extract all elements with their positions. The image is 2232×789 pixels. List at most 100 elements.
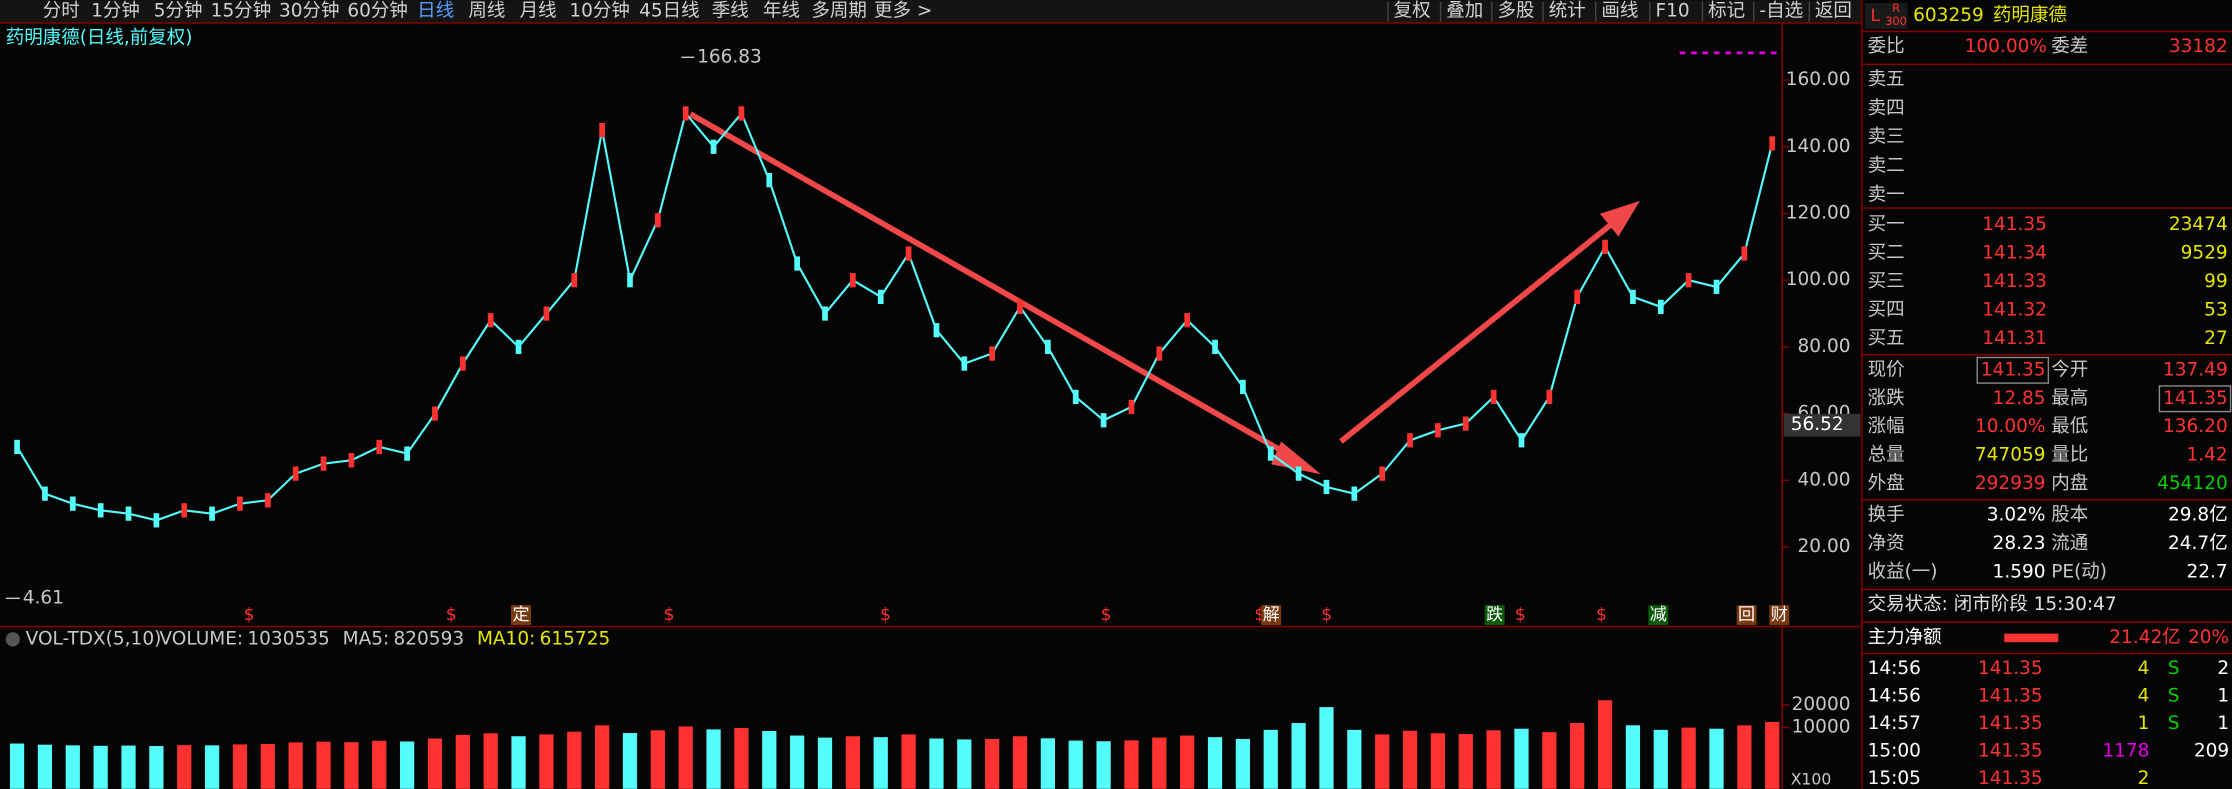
- candle: [181, 503, 188, 518]
- event-marker[interactable]: 回: [1738, 605, 1755, 625]
- period-tab[interactable]: 60分钟: [347, 1, 408, 22]
- volume-bar: [873, 737, 888, 789]
- period-tab[interactable]: 10分钟: [569, 1, 630, 22]
- label: 现价: [1868, 359, 1905, 380]
- period-tab[interactable]: 月线: [520, 1, 557, 22]
- volume-bar: [706, 729, 721, 789]
- candle: [989, 346, 996, 361]
- buy-price: 141.32: [1982, 300, 2047, 321]
- candle: [1490, 389, 1497, 405]
- sell-level: 卖二: [1868, 156, 1905, 177]
- candle: [1184, 313, 1191, 328]
- candle: [1685, 273, 1692, 288]
- candle: [97, 503, 104, 518]
- buy-price: 141.34: [1982, 243, 2047, 264]
- candle: [1212, 339, 1218, 355]
- period-tab[interactable]: 45日线: [639, 1, 700, 22]
- tool-button[interactable]: 画线: [1601, 1, 1638, 22]
- event-marker[interactable]: 定: [512, 605, 529, 625]
- tool-button[interactable]: 多股: [1497, 1, 1534, 22]
- volume-bar: [1486, 730, 1501, 789]
- tick-trade: 14:57: [1868, 713, 1921, 734]
- stock-code: 603259: [1913, 5, 1984, 26]
- event-marker[interactable]: $: [1254, 605, 1265, 625]
- event-marker[interactable]: $: [880, 605, 891, 625]
- event-marker[interactable]: $: [446, 605, 457, 625]
- label: 内盘: [2051, 473, 2088, 494]
- tool-button[interactable]: 叠加: [1446, 1, 1483, 22]
- tool-button[interactable]: 返回: [1815, 1, 1852, 22]
- main-force-label: 主力净额: [1868, 627, 1942, 648]
- period-tab[interactable]: 多周期: [811, 1, 867, 22]
- tool-button[interactable]: F10: [1655, 1, 1689, 22]
- volume-bar: [344, 742, 359, 789]
- candle: [376, 439, 383, 455]
- event-marker[interactable]: 跌: [1486, 605, 1503, 625]
- period-tab[interactable]: 15分钟: [211, 1, 272, 22]
- period-tab[interactable]: 5分钟: [154, 1, 203, 22]
- sell-level: 卖五: [1868, 69, 1905, 90]
- vol-stat-label: MA10:: [477, 628, 535, 649]
- period-tab[interactable]: 日线: [417, 1, 454, 22]
- candle: [1045, 339, 1051, 355]
- volume-bar: [1653, 729, 1668, 789]
- low-label: 4.61: [23, 587, 64, 608]
- volume-bar: [1040, 738, 1055, 789]
- badge: R: [1892, 1, 1900, 15]
- event-marker[interactable]: 减: [1650, 605, 1667, 625]
- stat-value: 137.49: [2163, 359, 2228, 380]
- volume-bar: [1625, 725, 1641, 789]
- price-box: [1976, 356, 2050, 384]
- volume-bar: [901, 734, 916, 789]
- label: 流通: [2051, 533, 2088, 554]
- event-marker[interactable]: $: [1321, 605, 1332, 625]
- tool-button[interactable]: 标记: [1708, 1, 1745, 22]
- event-badge: [1261, 605, 1282, 626]
- tool-button[interactable]: 统计: [1549, 1, 1586, 22]
- event-marker[interactable]: $: [244, 605, 255, 625]
- event-badge: [511, 605, 531, 626]
- stat-value: 1.590: [1993, 561, 2046, 582]
- label: 今开: [2051, 359, 2088, 380]
- tool-button[interactable]: -自选: [1759, 1, 1803, 22]
- period-tab[interactable]: 1分钟: [91, 1, 140, 22]
- candle: [1323, 479, 1330, 495]
- period-tab[interactable]: 分时: [43, 1, 80, 22]
- buy-level: 买四: [1868, 300, 1905, 321]
- period-tab[interactable]: 30分钟: [279, 1, 340, 22]
- volume-bar: [149, 746, 164, 789]
- tool-button[interactable]: 复权: [1394, 1, 1431, 22]
- candle: [1128, 399, 1135, 415]
- candle: [1156, 346, 1163, 361]
- badge-bg: [1864, 3, 1908, 29]
- label: 收益(一): [1868, 561, 1938, 582]
- period-tab[interactable]: 年线: [763, 1, 800, 22]
- event-marker[interactable]: $: [664, 605, 675, 625]
- tick-trade: S: [2168, 658, 2180, 679]
- event-marker[interactable]: $: [1101, 605, 1112, 625]
- sell-level: 卖一: [1868, 184, 1905, 205]
- period-tab[interactable]: 周线: [468, 1, 505, 22]
- stock-name: 药明康德: [1993, 5, 2067, 26]
- candle: [515, 339, 522, 355]
- label: 委差: [2051, 36, 2088, 57]
- candle: [905, 246, 912, 261]
- candle: [627, 273, 633, 288]
- event-marker[interactable]: $: [1515, 605, 1526, 625]
- period-tab[interactable]: 季线: [712, 1, 749, 22]
- cursor-label: 56.52: [1791, 414, 1844, 435]
- tick-trade: 1: [2138, 713, 2150, 734]
- event-marker[interactable]: $: [1596, 605, 1607, 625]
- event-marker[interactable]: 解: [1263, 605, 1280, 625]
- candle: [738, 106, 745, 121]
- volume-bar: [1207, 737, 1223, 789]
- period-tab[interactable]: 更多 >: [874, 1, 932, 22]
- vol-stat-label: VOLUME:: [159, 628, 243, 649]
- vol-stat-value: 820593: [394, 628, 465, 649]
- candle: [1351, 486, 1358, 501]
- event-marker[interactable]: 财: [1771, 605, 1788, 625]
- stat-value: 747059: [1975, 445, 2046, 466]
- buy-volume: 23474: [2169, 214, 2228, 235]
- volume-bar: [817, 737, 833, 789]
